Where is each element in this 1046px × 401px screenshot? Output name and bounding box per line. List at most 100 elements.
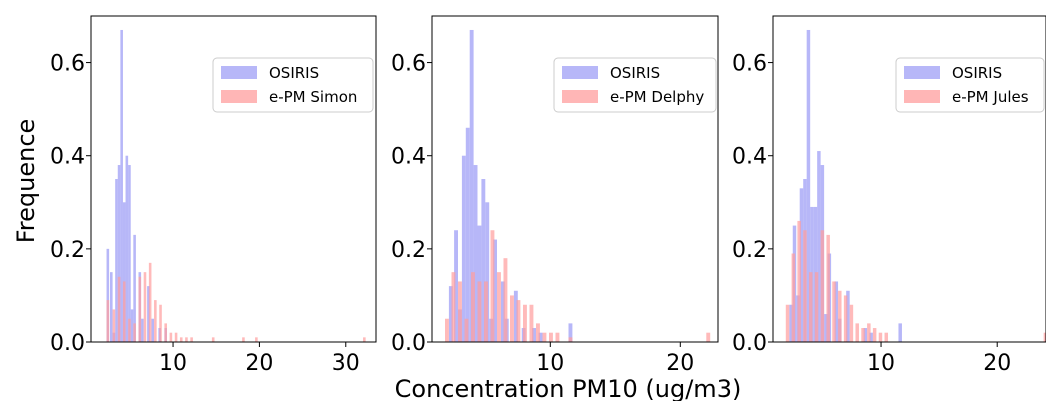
histogram-bar <box>141 318 144 342</box>
legend-swatch <box>904 90 940 103</box>
histogram-bar <box>445 318 449 342</box>
histogram-bar <box>510 295 514 342</box>
histogram-bar <box>513 290 518 342</box>
histogram-bar <box>185 337 188 342</box>
x-tick-label: 20 <box>245 351 273 376</box>
histogram-bar <box>843 295 848 342</box>
histogram-bar <box>529 304 534 342</box>
histogram-bar <box>503 258 508 342</box>
histogram-bar <box>469 29 474 342</box>
histogram-bar <box>477 281 482 342</box>
histogram-bar <box>878 332 883 342</box>
legend: OSIRIS e-PM Simon <box>212 57 374 113</box>
histogram-bar <box>112 309 116 342</box>
histogram-bar <box>190 337 193 342</box>
histogram-bar <box>867 323 871 342</box>
legend-entry: OSIRIS <box>610 64 660 82</box>
histogram-bar <box>138 276 142 342</box>
histogram-bar <box>834 281 839 342</box>
histogram-bar <box>797 220 801 342</box>
histogram-bar <box>106 248 110 342</box>
histogram-bar <box>542 332 547 342</box>
histogram-bar <box>164 323 167 342</box>
histogram-bar <box>122 202 126 342</box>
y-tick-label: 0.6 <box>50 52 85 77</box>
histogram-bar <box>174 332 178 342</box>
histogram-bar <box>814 272 819 342</box>
histogram-bar <box>490 230 495 342</box>
histogram-bar <box>493 239 497 342</box>
y-tick-label: 0.6 <box>732 52 767 77</box>
histogram-bar <box>555 332 560 342</box>
histogram-bar <box>523 304 527 342</box>
histogram-bar <box>785 304 790 342</box>
histogram-bar <box>151 318 155 342</box>
histogram-bar <box>117 276 121 342</box>
histogram-bar <box>863 328 868 342</box>
legend-entry: e-PM Delphy <box>610 88 704 106</box>
histogram-bar <box>869 332 873 342</box>
y-tick-label: 0.6 <box>391 52 426 77</box>
legend-swatch <box>904 66 940 79</box>
histogram-bar <box>454 230 458 342</box>
y-tick-label: 0.0 <box>391 331 426 356</box>
histogram-bar <box>120 29 123 342</box>
x-tick-label: 20 <box>666 351 694 376</box>
histogram-bar <box>125 155 129 342</box>
histogram-bar <box>500 281 505 342</box>
histogram-bar <box>461 155 466 342</box>
histogram-bar <box>148 262 152 342</box>
axes-frame <box>772 15 1046 343</box>
series-2-bars <box>106 262 366 342</box>
histogram-bar <box>568 323 573 342</box>
histogram-bar <box>568 337 573 342</box>
y-tick-label: 0.0 <box>50 331 85 356</box>
axes-frame <box>431 15 719 343</box>
histogram-bar <box>826 234 830 342</box>
legend-swatch <box>221 90 257 103</box>
legend-entry: OSIRIS <box>269 64 319 82</box>
histogram-bar <box>820 230 825 342</box>
histogram-bar <box>884 332 889 342</box>
histogram-bar <box>861 328 865 342</box>
legend-entry: e-PM Jules <box>952 88 1029 106</box>
histogram-bar <box>789 304 793 342</box>
histogram-bar <box>363 337 366 342</box>
histogram-bar <box>133 234 136 342</box>
histogram-bar <box>128 318 131 342</box>
legend-entry: e-PM Simon <box>269 88 357 106</box>
histogram-bar <box>143 272 147 342</box>
histogram-bar <box>817 151 821 342</box>
histogram-panel-3: 0.0 0.2 0.4 0.6 10 20 OSIRIS e-PM Jules <box>732 15 1046 376</box>
histogram-bar <box>803 230 807 342</box>
x-tick-label: 10 <box>867 351 895 376</box>
legend: OSIRIS e-PM Jules <box>895 57 1045 113</box>
histogram-bar <box>473 165 478 342</box>
y-tick-label: 0.4 <box>732 145 767 170</box>
legend-swatch <box>562 90 598 103</box>
histogram-bar <box>255 337 258 342</box>
histogram-bar <box>536 323 540 342</box>
histogram-bar <box>484 281 488 342</box>
histogram-bar <box>179 337 183 342</box>
histogram-bar <box>130 309 134 342</box>
axes-frame <box>90 15 377 343</box>
histogram-bar <box>1043 332 1046 342</box>
histogram-bar <box>485 202 490 342</box>
x-tick-label: 20 <box>983 351 1011 376</box>
series-1-bars <box>106 29 167 342</box>
x-tick-label: 30 <box>332 351 360 376</box>
x-axis-label: Concentration PM10 (ug/m3) <box>395 375 742 401</box>
histogram-bar <box>106 300 110 342</box>
y-tick-label: 0.2 <box>391 238 426 263</box>
histogram-bar <box>465 127 470 343</box>
histogram-bar <box>159 304 162 342</box>
histogram-panel-1: 0.0 0.2 0.4 0.6 10 20 30 OSIRIS e-PM Simon <box>50 15 377 376</box>
histogram-bar <box>849 304 854 342</box>
series-2-bars <box>445 230 711 342</box>
histogram-bar <box>706 332 711 342</box>
x-tick-label: 10 <box>159 351 187 376</box>
histogram-bar <box>832 281 836 342</box>
y-tick-label: 0.2 <box>50 238 85 263</box>
